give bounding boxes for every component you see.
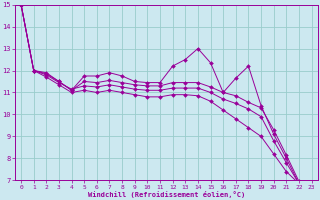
X-axis label: Windchill (Refroidissement éolien,°C): Windchill (Refroidissement éolien,°C) [88,191,245,198]
